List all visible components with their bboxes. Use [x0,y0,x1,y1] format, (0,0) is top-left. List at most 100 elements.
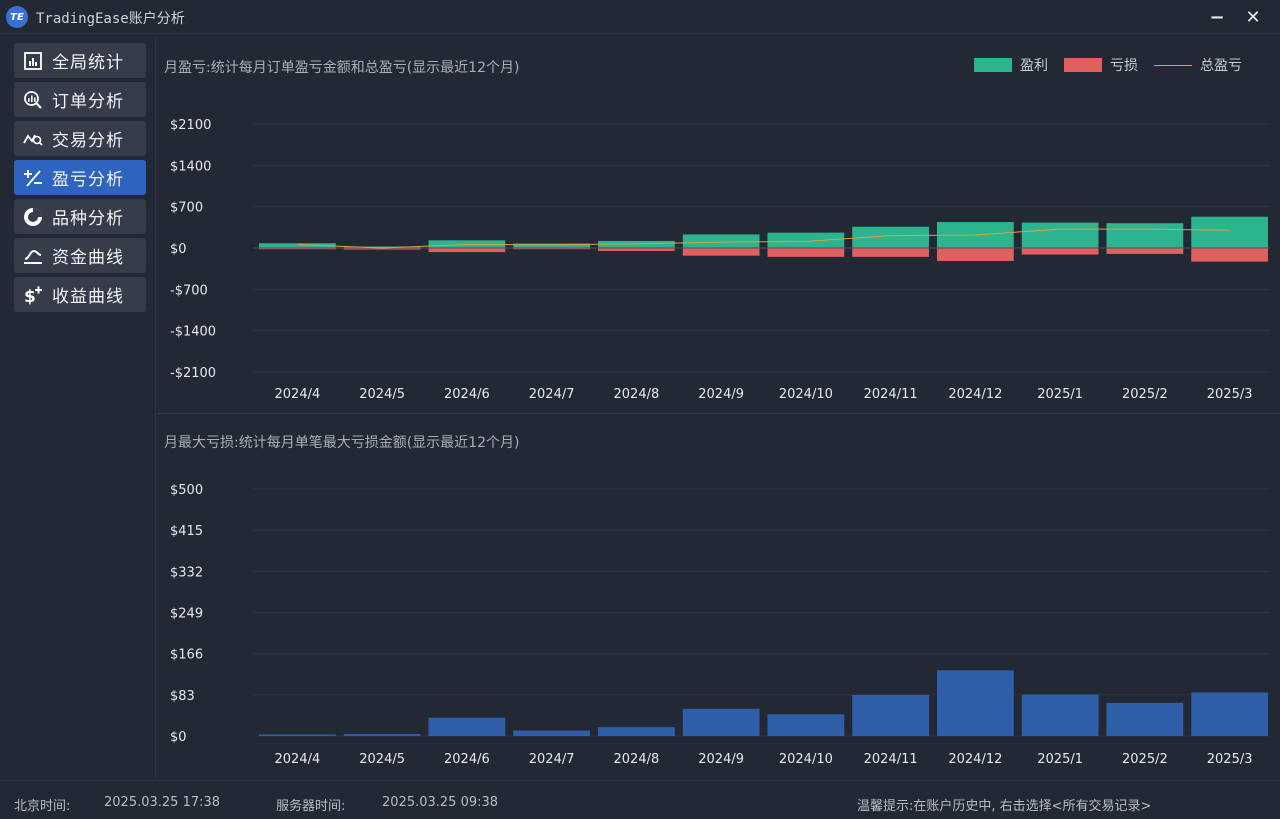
max-loss-bar [1021,694,1099,736]
legend-label: 盈利 [1020,58,1048,74]
app-title: TradingEase账户分析 [36,11,185,27]
sidebar-item-label: 交易分析 [52,131,124,151]
max-loss-bar [767,714,845,736]
max-loss-bar [1106,702,1184,736]
max-loss-title: 月最大亏损:统计每月单笔最大亏损金额(显示最近12个月) [164,435,520,451]
sidebar-item-fund-curve[interactable]: 资金曲线 [14,238,146,273]
y-tick-label: $249 [170,607,203,622]
y-tick-label: $1400 [170,159,211,174]
sidebar-item-label: 全局统计 [52,53,124,73]
x-tick-label: 2024/7 [529,752,575,767]
status-bar: 北京时间: 2025.03.25 17:38 服务器时间: 2025.03.25… [0,780,1280,819]
minimize-button[interactable]: − [1209,6,1225,28]
x-tick-label: 2024/10 [779,387,833,402]
server-time-label: 服务器时间: [276,799,346,814]
profit-bar [428,240,506,248]
profit-bar [852,226,929,248]
x-tick-label: 2024/11 [864,387,918,402]
magnifier-chart-icon [22,89,44,111]
pie-chart-icon [22,206,44,228]
sidebar-item-pnl-analysis[interactable]: 盈亏分析 [14,160,146,195]
x-tick-label: 2024/12 [948,387,1002,402]
legend-swatch-profit [974,58,1012,72]
profit-bar [767,232,845,248]
x-tick-label: 2024/5 [359,387,405,402]
loss-bar [767,248,845,257]
sidebar-item-label: 收益曲线 [52,287,124,307]
curve-icon [22,245,44,267]
x-tick-label: 2025/1 [1037,752,1083,767]
beijing-time: 2025.03.25 17:38 [104,795,221,810]
y-tick-label: $700 [170,201,203,216]
y-tick-label: $166 [170,648,203,663]
sidebar-item-label: 资金曲线 [52,248,124,268]
sidebar-item-trade-analysis[interactable]: 交易分析 [14,121,146,156]
bar-chart-icon [22,50,44,72]
plus-minus-icon [22,167,44,189]
sidebar-item-label: 品种分析 [52,209,124,229]
loss-bar [343,248,421,250]
sidebar-item-symbol-analysis[interactable]: 品种分析 [14,199,146,234]
y-tick-label: $500 [170,483,203,498]
x-tick-label: 2024/10 [779,752,833,767]
sidebar-item-label: 订单分析 [52,92,124,112]
y-tick-label: $83 [170,689,195,704]
y-tick-label: -$2100 [170,366,216,381]
dollar-plus-icon: $ [22,284,44,306]
svg-text:$: $ [24,287,36,305]
x-tick-label: 2024/7 [529,387,575,402]
profit-bar [259,243,336,248]
x-tick-label: 2025/2 [1122,752,1168,767]
max-loss-bar [428,717,506,736]
legend-item-total[interactable]: 总盈亏 [1154,55,1242,75]
max-loss-bar [513,730,590,736]
x-tick-label: 2024/8 [614,387,660,402]
legend-item-profit[interactable]: 盈利 [974,55,1048,75]
profit-bar [598,240,675,248]
beijing-time-label: 北京时间: [14,799,71,814]
title-bar: TE TradingEase账户分析 − ✕ [0,0,1280,34]
max-loss-bar [852,694,929,736]
x-tick-label: 2024/11 [864,752,918,767]
legend-item-loss[interactable]: 亏损 [1064,55,1138,75]
trend-search-icon [22,128,44,150]
legend-label: 亏损 [1110,58,1138,74]
sidebar-item-order-analysis[interactable]: 订单分析 [14,82,146,117]
max-loss-bar [1191,692,1268,736]
server-time: 2025.03.25 09:38 [382,795,499,810]
x-tick-label: 2024/4 [275,752,321,767]
y-tick-label: -$700 [170,283,208,298]
loss-bar [937,248,1014,261]
loss-bar [1191,248,1268,262]
legend-swatch-total [1154,64,1192,66]
sidebar: 全局统计 订单分析 交易分析 盈亏分析 品种分析 资金曲线 $ 收益曲线 [0,36,156,780]
profit-bar [343,246,421,248]
profit-bar [513,243,590,248]
y-tick-label: $0 [170,242,187,257]
hint-text: 温馨提示:在账户历史中, 右击选择<所有交易记录> [857,799,1152,814]
x-tick-label: 2024/8 [614,752,660,767]
profit-bar [1106,223,1184,248]
max-loss-bar [598,727,675,736]
x-tick-label: 2025/2 [1122,387,1168,402]
max-loss-bar [937,670,1014,736]
x-tick-label: 2024/5 [359,752,405,767]
sidebar-item-label: 盈亏分析 [52,170,124,190]
max-loss-bar [343,734,421,736]
y-tick-label: $415 [170,524,203,539]
max-loss-bar [682,708,760,736]
profit-bar [1191,216,1268,248]
app-logo-icon: TE [6,6,28,28]
close-button[interactable]: ✕ [1245,6,1261,28]
monthly-pnl-title: 月盈亏:统计每月订单盈亏金额和总盈亏(显示最近12个月) [164,60,520,76]
y-tick-label: $0 [170,730,187,745]
sidebar-item-return-curve[interactable]: $ 收益曲线 [14,277,146,312]
profit-bar [937,222,1014,248]
x-tick-label: 2024/4 [275,387,321,402]
chart-legend: 盈利 亏损 总盈亏 [958,56,1242,74]
profit-bar [682,234,760,248]
sidebar-item-global-stats[interactable]: 全局统计 [14,43,146,78]
loss-bar [513,248,590,250]
loss-bar [682,248,760,256]
x-tick-label: 2024/9 [698,752,744,767]
